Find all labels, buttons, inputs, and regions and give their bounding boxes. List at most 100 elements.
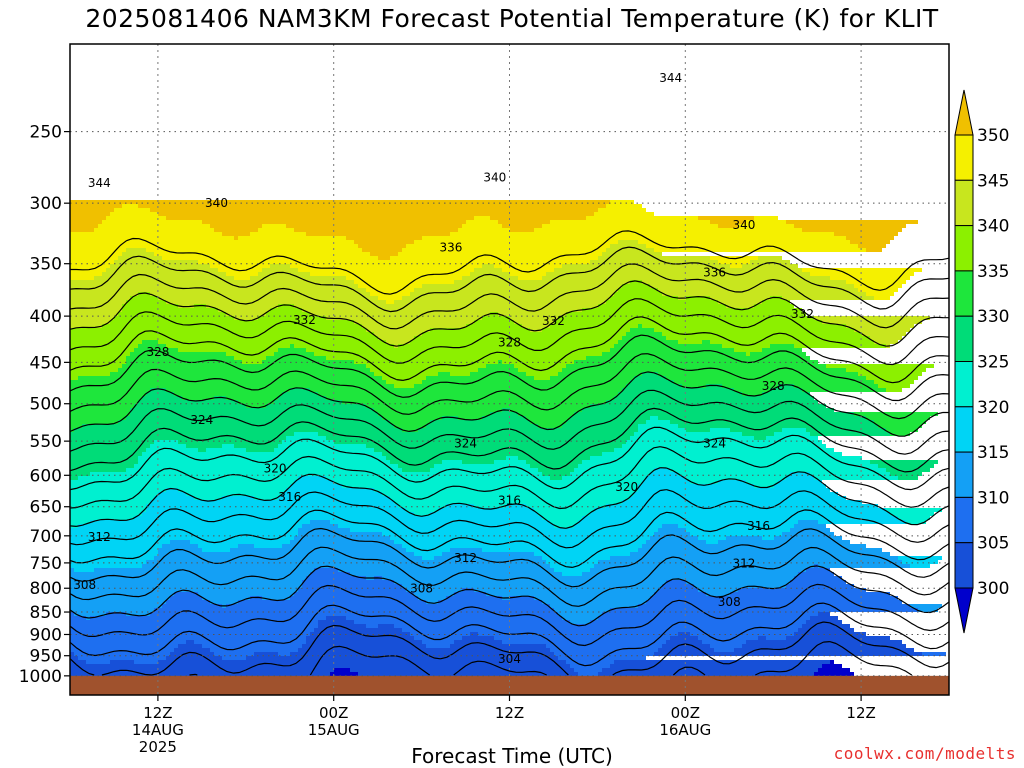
contour-label: 312 bbox=[88, 530, 111, 544]
contour-label: 308 bbox=[410, 582, 433, 596]
svg-text:308: 308 bbox=[73, 578, 96, 592]
y-tick-label: 950 bbox=[30, 647, 62, 667]
y-tick-label: 500 bbox=[30, 395, 62, 415]
x-axis-label: Forecast Time (UTC) bbox=[411, 744, 613, 768]
colorbar-block bbox=[954, 496, 974, 544]
contour-322 bbox=[69, 446, 950, 510]
contour-label: 316 bbox=[747, 519, 770, 533]
y-tick-label: 250 bbox=[30, 123, 62, 143]
ground-layer bbox=[70, 675, 949, 695]
contour-label: 328 bbox=[146, 345, 169, 359]
colorbar-label: 350 bbox=[977, 126, 1009, 146]
chart-title: 2025081406 NAM3KM Forecast Potential Tem… bbox=[85, 4, 939, 33]
svg-text:312: 312 bbox=[454, 551, 477, 565]
contour-label: 316 bbox=[278, 490, 301, 504]
svg-text:316: 316 bbox=[278, 490, 301, 504]
svg-text:340: 340 bbox=[732, 218, 755, 232]
contour-316 bbox=[69, 509, 950, 568]
x-tick-label: 00Z bbox=[671, 704, 700, 722]
svg-text:344: 344 bbox=[659, 71, 682, 85]
svg-text:308: 308 bbox=[410, 582, 433, 596]
contour-label: 332 bbox=[542, 314, 565, 328]
contour-336 bbox=[69, 316, 950, 384]
svg-text:328: 328 bbox=[146, 345, 169, 359]
contour-label: 340 bbox=[205, 196, 228, 210]
contour-308 bbox=[69, 583, 950, 647]
y-tick-label: 850 bbox=[30, 603, 62, 623]
colorbar-label: 340 bbox=[977, 217, 1009, 237]
contour-label: 324 bbox=[454, 436, 477, 450]
y-tick-label: 300 bbox=[30, 194, 62, 214]
ground-strip bbox=[70, 675, 949, 695]
contour-labels: 344 344 340 340 340 336 336 332 332 332 328 328 328 3… bbox=[73, 71, 814, 666]
colorbar-label: 330 bbox=[977, 307, 1009, 327]
contour-334 bbox=[69, 334, 950, 402]
colorbar-label: 305 bbox=[977, 534, 1009, 554]
contour-306 bbox=[69, 602, 950, 667]
x-tick-label: 2025 bbox=[139, 738, 177, 756]
colorbar: 300 305 310 315 320 325 330 335 340 345 350 bbox=[954, 89, 1009, 634]
y-tick-label: 800 bbox=[30, 579, 62, 599]
contour-label: 340 bbox=[732, 218, 755, 232]
svg-text:344: 344 bbox=[88, 176, 111, 190]
contour-label: 308 bbox=[718, 595, 741, 609]
contour-344 bbox=[69, 246, 950, 313]
contour-label: 332 bbox=[791, 307, 814, 321]
contour-342 bbox=[69, 263, 950, 330]
y-tick-label: 900 bbox=[30, 625, 62, 645]
colorbar-label: 310 bbox=[977, 488, 1009, 508]
svg-text:312: 312 bbox=[732, 556, 755, 570]
contour-label: 344 bbox=[659, 71, 682, 85]
contour-318 bbox=[69, 489, 950, 549]
colorbar-label: 315 bbox=[977, 443, 1009, 463]
contour-328 bbox=[69, 389, 950, 455]
y-tick-label: 450 bbox=[30, 353, 62, 373]
contour-310 bbox=[69, 565, 950, 627]
contour-label: 320 bbox=[615, 480, 638, 494]
colorbar-block bbox=[954, 361, 974, 408]
contour-314 bbox=[69, 527, 950, 588]
contour-332 bbox=[69, 353, 950, 420]
contour-label: 328 bbox=[498, 336, 521, 350]
svg-text:320: 320 bbox=[264, 462, 287, 476]
contour-340 bbox=[69, 280, 950, 347]
svg-text:324: 324 bbox=[703, 436, 726, 450]
colorbar-top-arrow bbox=[954, 89, 974, 136]
x-tick-label: 14AUG bbox=[132, 721, 184, 739]
isentrope-contours bbox=[69, 230, 950, 676]
contour-label: 324 bbox=[190, 413, 213, 427]
contour-label: 320 bbox=[264, 462, 287, 476]
svg-text:304: 304 bbox=[498, 652, 521, 666]
contour-312 bbox=[69, 546, 950, 607]
colorbar-block bbox=[954, 451, 974, 498]
svg-text:308: 308 bbox=[718, 595, 741, 609]
svg-text:336: 336 bbox=[703, 266, 726, 280]
contour-label: 312 bbox=[454, 551, 477, 565]
svg-text:332: 332 bbox=[293, 313, 316, 327]
contour-label: 304 bbox=[498, 652, 521, 666]
contour-324 bbox=[69, 426, 950, 491]
colorbar-label: 325 bbox=[977, 353, 1009, 373]
contour-label: 340 bbox=[483, 170, 506, 184]
contour-320 bbox=[69, 467, 950, 529]
svg-text:332: 332 bbox=[791, 307, 814, 321]
y-tick-label: 650 bbox=[30, 498, 62, 518]
contour-label: 312 bbox=[732, 556, 755, 570]
contour-326 bbox=[69, 407, 950, 473]
y-tick-label: 550 bbox=[30, 432, 62, 452]
colorbar-block bbox=[954, 225, 974, 272]
x-tick-label: 00Z bbox=[319, 704, 348, 722]
contour-338 bbox=[69, 298, 950, 366]
svg-text:316: 316 bbox=[747, 519, 770, 533]
colorbar-block bbox=[954, 315, 974, 363]
svg-text:324: 324 bbox=[190, 413, 213, 427]
contour-302 bbox=[189, 641, 913, 676]
colorbar-label: 335 bbox=[977, 262, 1009, 282]
x-tick-label: 15AUG bbox=[308, 721, 360, 739]
contour-label: 332 bbox=[293, 313, 316, 327]
colorbar-block bbox=[954, 406, 974, 453]
colorbar-label: 320 bbox=[977, 398, 1009, 418]
y-tick-label: 700 bbox=[30, 527, 62, 547]
